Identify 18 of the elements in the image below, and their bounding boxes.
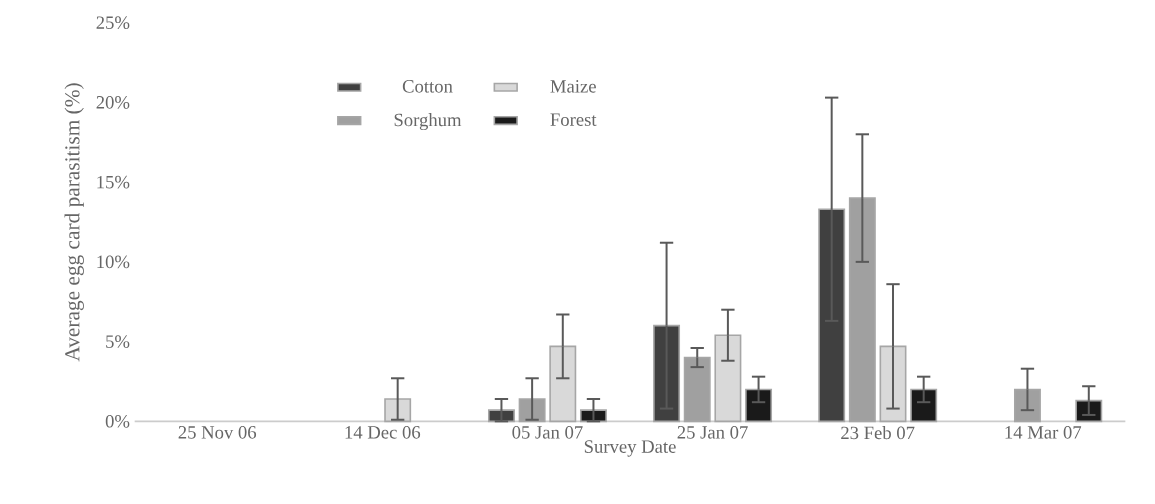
x-axis-title: Survey Date: [584, 440, 676, 457]
x-tick-label: 25 Nov 06: [178, 426, 257, 439]
legend-label: Maize: [550, 80, 596, 93]
legend-label: Cotton: [402, 80, 453, 93]
legend-label: Sorghum: [394, 113, 462, 131]
x-tick-label: 25 Jan 07: [677, 426, 748, 439]
y-tick-label: 15%: [97, 175, 130, 189]
x-tick-label: 23 Feb 07: [841, 426, 915, 440]
y-tick-label: 5%: [106, 335, 130, 348]
x-tick-label: 05 Jan 07: [512, 426, 583, 439]
y-tick-label: 25%: [96, 16, 130, 29]
y-tick-label: 20%: [96, 96, 130, 109]
y-tick-label: 10%: [97, 255, 130, 269]
y-axis-title: Average egg card parasitism (%): [64, 83, 84, 362]
x-tick-label: 14 Mar 07: [1005, 426, 1082, 439]
y-tick-label: 0%: [105, 415, 130, 428]
legend-label: Forest: [550, 113, 597, 126]
x-tick-label: 14 Dec 06: [345, 426, 421, 439]
